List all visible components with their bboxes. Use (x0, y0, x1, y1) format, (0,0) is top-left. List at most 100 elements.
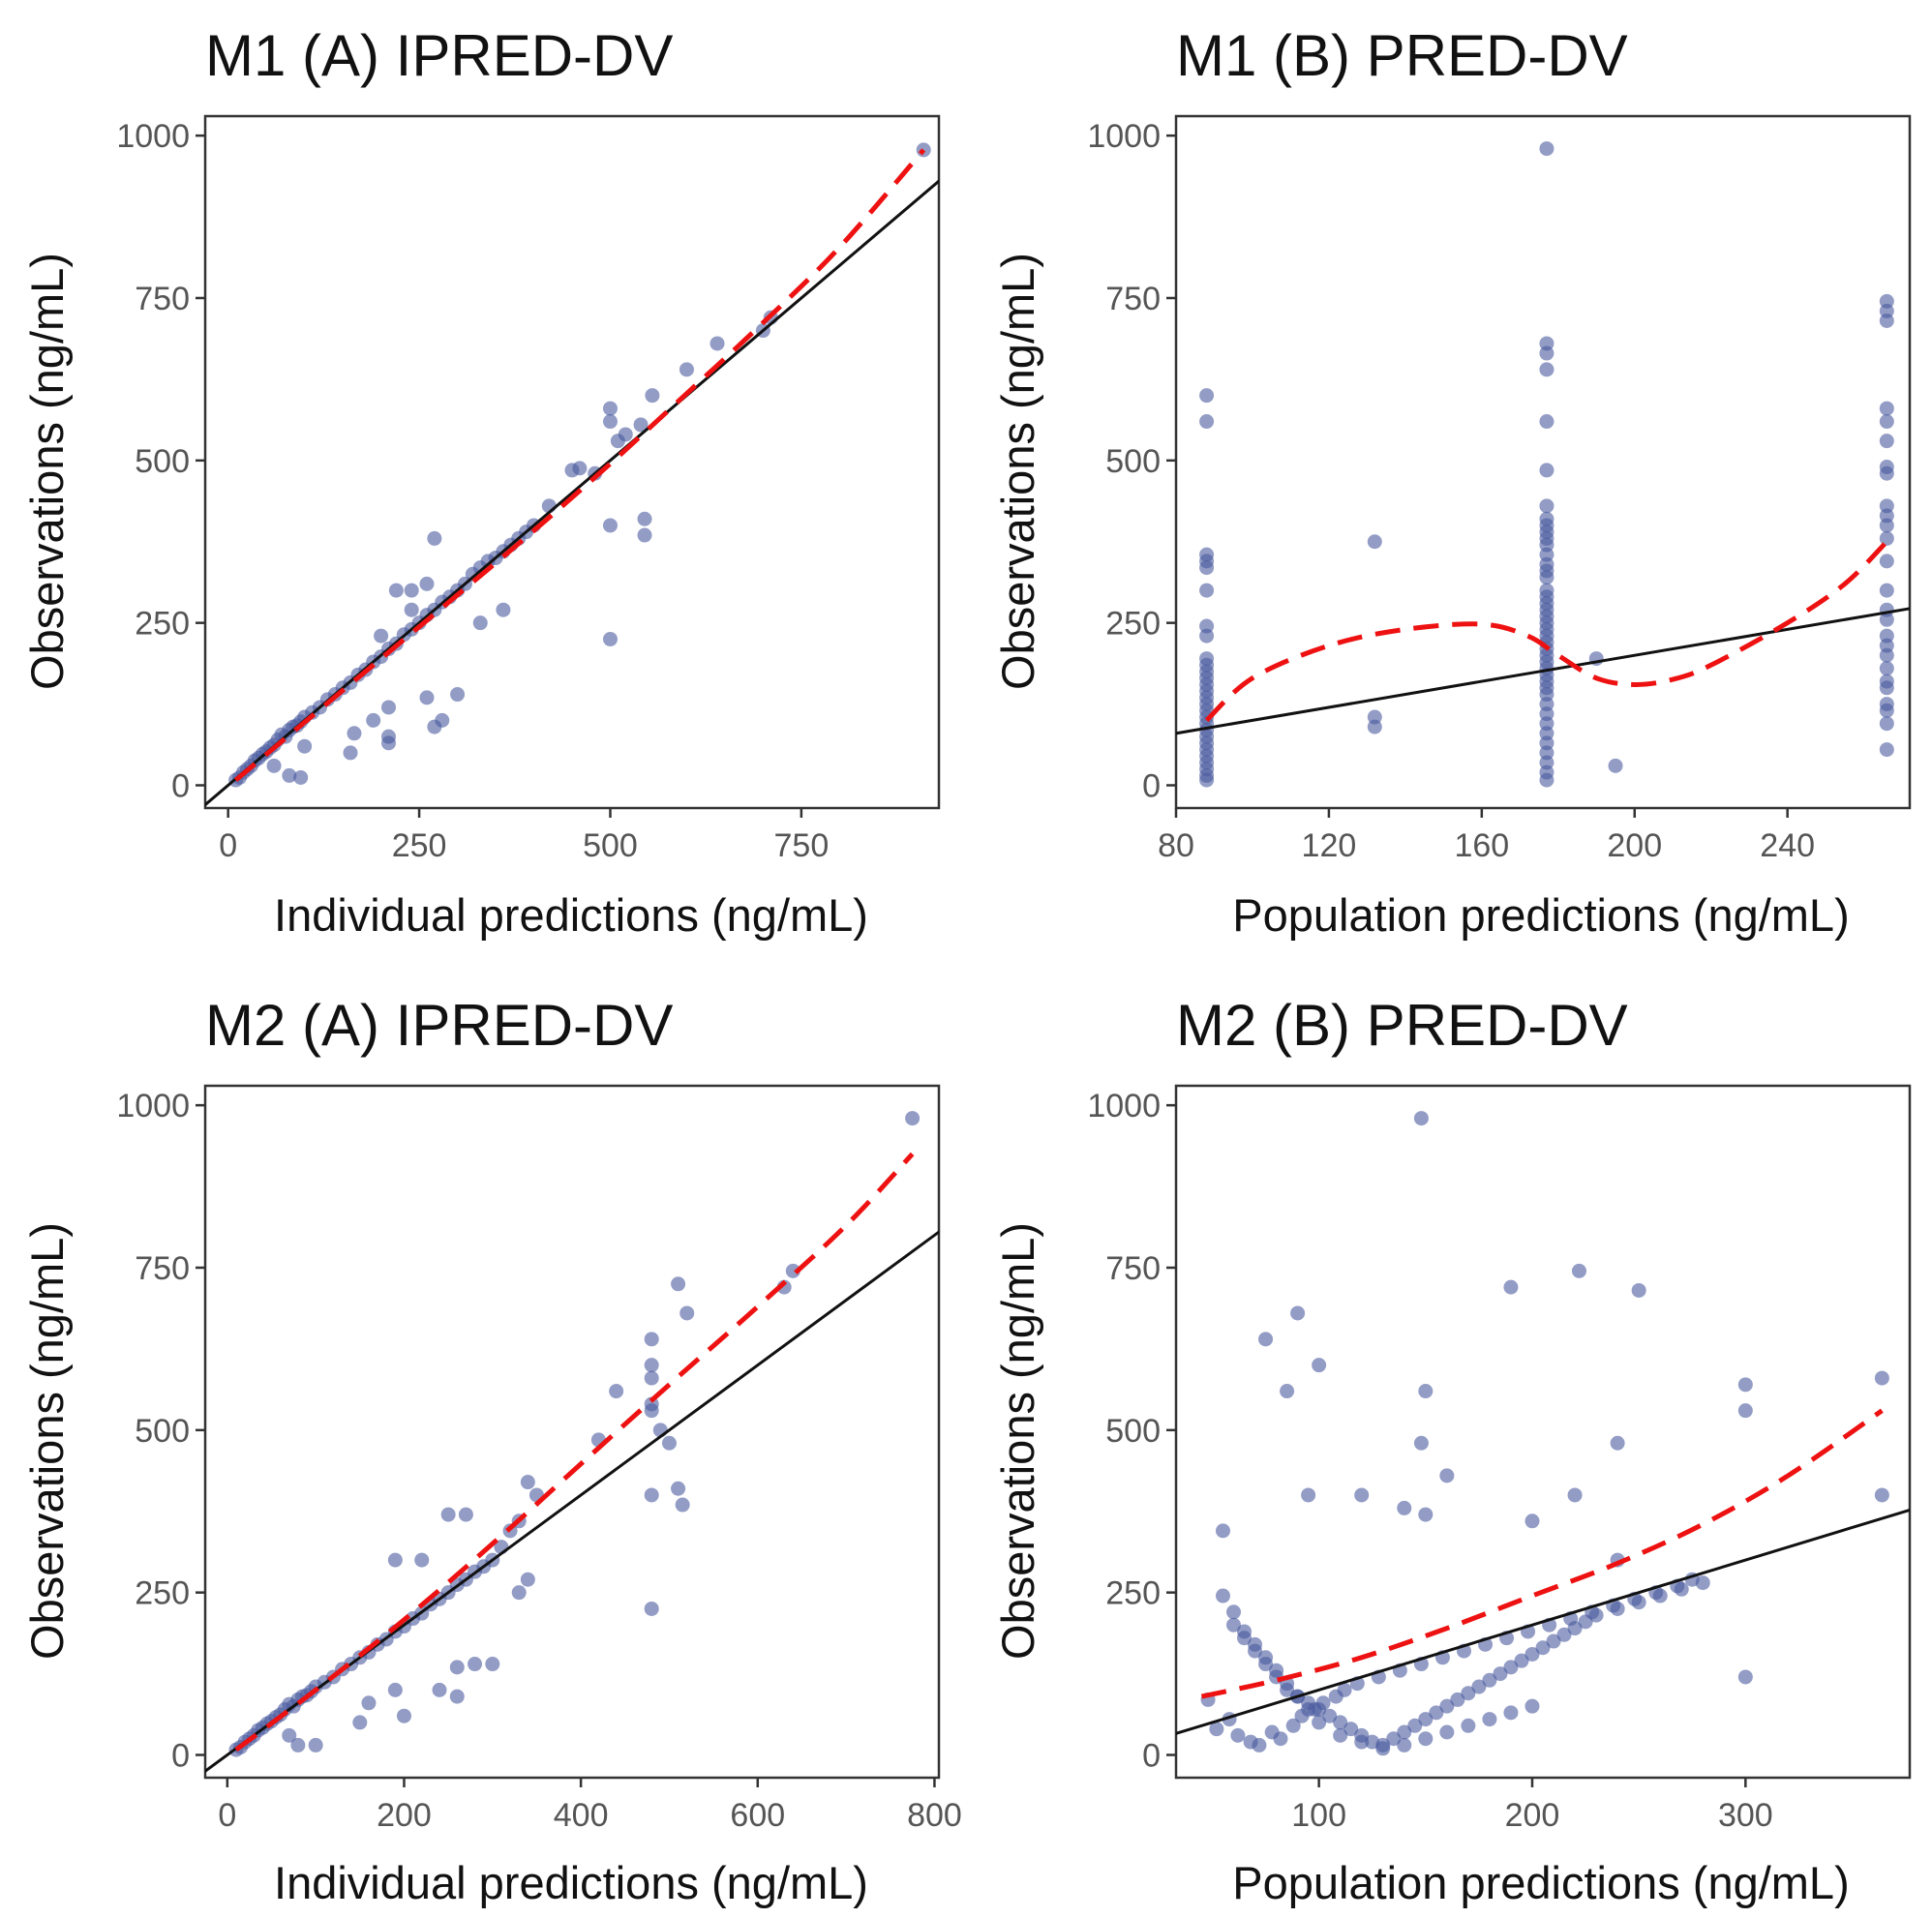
data-point (671, 1481, 686, 1496)
data-point (1418, 1712, 1434, 1727)
data-point (1524, 1646, 1540, 1662)
x-tick-label: 750 (774, 827, 830, 864)
plot-area: 0 250 500 750 1000 0 250 500 750 (116, 114, 941, 864)
y-tick-label: 250 (135, 606, 190, 643)
data-point (1285, 1718, 1301, 1733)
y-tick-label: 250 (135, 1575, 190, 1612)
data-point (485, 1657, 500, 1672)
data-point (1879, 661, 1894, 676)
data-point (449, 1660, 465, 1675)
data-point (1418, 1731, 1434, 1747)
data-point (1439, 1724, 1455, 1740)
data-point (343, 745, 358, 761)
data-point (1556, 1627, 1572, 1642)
data-point (496, 602, 511, 617)
data-point (1879, 703, 1894, 718)
data-point (1386, 1731, 1402, 1747)
data-point (1879, 612, 1894, 627)
data-point (905, 1111, 921, 1126)
data-point (644, 1332, 659, 1347)
data-point (1333, 1727, 1348, 1743)
data-point (414, 1552, 430, 1568)
data-point (1539, 772, 1555, 788)
data-point (1546, 1633, 1561, 1649)
data-point (1343, 1722, 1359, 1737)
data-point (1354, 1734, 1370, 1750)
data-point (675, 1497, 690, 1513)
data-point (1215, 1523, 1230, 1539)
data-point (404, 583, 419, 598)
panel-title: M1 (A) IPRED-DV (205, 23, 673, 88)
data-point (468, 1657, 483, 1672)
identity-line (1176, 1508, 1910, 1735)
data-point (347, 726, 362, 741)
data-point (1418, 1507, 1434, 1522)
data-point (1230, 1727, 1246, 1743)
data-point (1539, 498, 1555, 514)
plot-area: 0 250 500 750 1000 0 200 400 600 800 (116, 1084, 962, 1834)
data-point (1199, 560, 1215, 576)
plot-inner (1176, 1111, 1910, 1756)
data-point (1514, 1653, 1529, 1668)
data-point (520, 1572, 535, 1587)
data-point (1312, 1358, 1327, 1373)
data-point (637, 511, 652, 526)
data-point (1737, 1377, 1753, 1393)
data-point (1439, 1698, 1455, 1714)
x-tick-label: 400 (554, 1797, 609, 1834)
data-point (1631, 1282, 1646, 1298)
y-tick-label: 1000 (1087, 1088, 1161, 1124)
data-point (661, 1435, 677, 1451)
data-point (644, 1358, 659, 1373)
data-point (1413, 1435, 1429, 1451)
y-tick-label: 0 (171, 1738, 190, 1775)
y-tick-label: 500 (1105, 1413, 1161, 1450)
plot-inner (205, 1111, 939, 1774)
data-point (1407, 1718, 1423, 1733)
data-point (1539, 141, 1555, 157)
panel-m1-pred-dv: M1 (B) PRED-DV 0 250 500 750 1000 80 120 160 200… (992, 23, 1912, 941)
y-tick-label: 1000 (116, 118, 190, 155)
y-tick-label: 750 (135, 1250, 190, 1287)
data-point (1879, 401, 1894, 416)
data-point (1252, 1737, 1267, 1753)
data-point (1199, 628, 1215, 644)
data-point (1215, 1588, 1230, 1603)
panel-m2-pred-dv: M2 (B) PRED-DV 0 250 500 750 1000 100 200 300 P… (992, 993, 1912, 1908)
data-point (1737, 1669, 1753, 1685)
identity-line (205, 179, 939, 807)
panel-title: M2 (B) PRED-DV (1176, 993, 1628, 1058)
y-tick-label: 250 (1105, 1575, 1161, 1612)
data-point (1225, 1617, 1241, 1633)
data-point (1301, 1487, 1316, 1503)
data-point (1258, 1332, 1274, 1347)
data-point (1280, 1384, 1295, 1399)
data-point (293, 769, 309, 785)
data-point (297, 738, 313, 754)
data-point (449, 1689, 465, 1704)
data-point (618, 427, 633, 442)
data-point (352, 1715, 368, 1730)
data-point (1312, 1715, 1327, 1730)
x-tick-label: 250 (392, 827, 447, 864)
data-point (472, 615, 488, 631)
data-point (266, 758, 282, 773)
smooth-line (234, 1152, 915, 1753)
data-point (1879, 465, 1894, 481)
data-point (387, 1552, 403, 1568)
plot-inner (205, 142, 939, 807)
y-tick-label: 0 (1142, 1738, 1161, 1775)
y-tick-label: 0 (1142, 768, 1161, 805)
data-point (1199, 414, 1215, 430)
x-tick-label: 200 (377, 1797, 432, 1834)
smooth-line (1204, 539, 1889, 723)
data-point (404, 602, 419, 617)
x-tick-label: 120 (1302, 827, 1357, 864)
plot-area: 0 250 500 750 1000 100 200 300 (1087, 1084, 1912, 1834)
data-point (1258, 1650, 1274, 1665)
data-point (1608, 758, 1623, 773)
data-point (1209, 1722, 1224, 1737)
data-point (366, 712, 381, 728)
data-point (308, 1737, 323, 1753)
data-point (609, 1384, 624, 1399)
